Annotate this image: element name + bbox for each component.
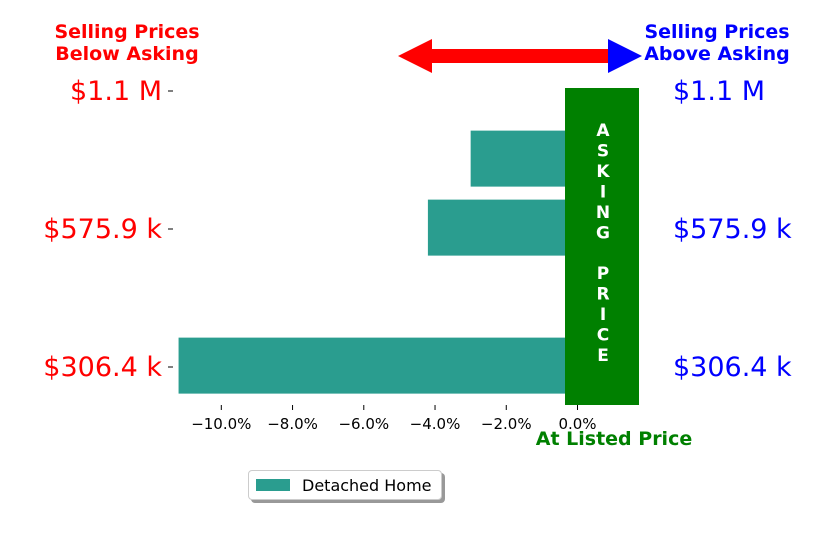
band-letter: G — [596, 224, 610, 244]
x-tick-label: 0.0% — [558, 415, 596, 433]
x-axis: −10.0% −8.0% −6.0% −4.0% −2.0% 0.0%At Listed … — [191, 405, 692, 450]
arrow-shaft-red — [430, 49, 610, 63]
x-axis-label: At Listed Price — [536, 428, 692, 450]
right-title: Selling Prices — [644, 21, 789, 43]
x-tick-label: −2.0% — [481, 415, 532, 433]
band-letter: K — [596, 162, 610, 182]
right-tick-label: $575.9 k — [673, 214, 792, 245]
right-title: Above Asking — [644, 43, 790, 65]
left-title: Below Asking — [55, 43, 198, 65]
band-letter: E — [597, 346, 609, 366]
bar — [427, 199, 578, 256]
band-letter: N — [596, 203, 610, 223]
band-letter: A — [596, 121, 610, 141]
band-letter: C — [597, 326, 609, 346]
left-tick-label: $1.1 M — [70, 76, 162, 107]
legend-swatch — [256, 479, 290, 491]
x-tick-label: −4.0% — [410, 415, 461, 433]
bars-layer — [178, 130, 617, 394]
double-arrow-icon — [398, 39, 642, 73]
legend-label: Detached Home — [302, 475, 432, 495]
left-tick-label: $306.4 k — [43, 352, 162, 383]
band-letter: I — [600, 183, 606, 203]
right-tick-label: $306.4 k — [673, 352, 792, 383]
left-arrow-head — [398, 39, 432, 73]
band-letter: I — [600, 305, 606, 325]
x-tick-label: −6.0% — [338, 415, 389, 433]
band-letter: P — [597, 264, 609, 284]
y-tick-labels: $1.1 M $1.1 M $575.9 k $575.9 k $306.4 k $306… — [43, 76, 792, 383]
right-arrow-head — [608, 39, 642, 73]
band-rect — [565, 88, 639, 405]
bar — [178, 337, 578, 394]
band-letter: S — [597, 142, 609, 162]
legend: Detached Home — [248, 470, 442, 500]
left-title: Selling Prices — [54, 21, 199, 43]
band-letter: R — [596, 285, 609, 305]
x-tick-label: −10.0% — [191, 415, 251, 433]
right-tick-label: $1.1 M — [673, 76, 765, 107]
bar — [470, 130, 578, 187]
left-tick-label: $575.9 k — [43, 214, 162, 245]
x-tick-label: −8.0% — [267, 415, 318, 433]
